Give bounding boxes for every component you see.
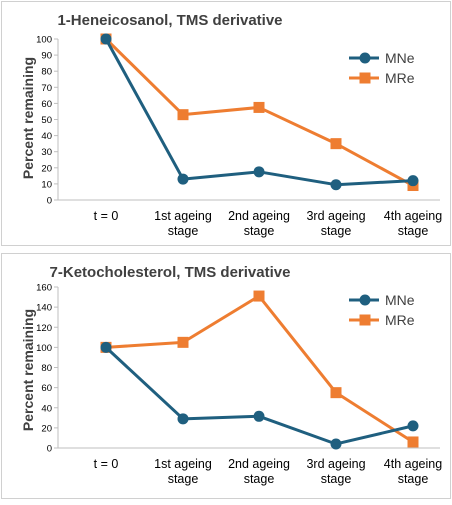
y-tick-label: 160 <box>36 283 52 294</box>
y-tick-label: 140 <box>36 303 52 314</box>
y-axis-label: Percent remaining <box>20 309 36 431</box>
data-point-mne <box>177 413 189 425</box>
data-point-mne <box>407 175 419 187</box>
y-tick-label: 60 <box>41 383 52 394</box>
x-tick-label-line: 3rd ageing <box>306 209 365 223</box>
y-tick-label: 20 <box>41 163 52 174</box>
y-axis-label: Percent remaining <box>20 57 36 179</box>
x-tick-label: 4th ageing stage <box>384 457 442 486</box>
y-tick-label: 90 <box>41 51 52 62</box>
legend-item-mne: MNe <box>349 292 415 308</box>
x-tick-label: 1st ageing stage <box>154 457 212 486</box>
x-tick-label-line: stage <box>168 472 199 486</box>
x-tick-label-line: 1st ageing <box>154 457 212 471</box>
legend-marker <box>359 314 371 326</box>
y-tick-label: 80 <box>41 67 52 78</box>
y-tick-label: 20 <box>41 423 52 434</box>
data-point-mne <box>330 179 342 191</box>
y-tick-label: 60 <box>41 99 52 110</box>
data-point-mne <box>330 438 342 450</box>
data-point-mre <box>407 436 419 448</box>
x-tick-label-line: stage <box>398 472 429 486</box>
chart-title: 7-Ketocholesterol, TMS derivative <box>50 264 291 281</box>
y-tick-label: 10 <box>41 179 52 190</box>
panel-frame-top <box>1 1 451 246</box>
data-point-mne <box>100 341 112 353</box>
x-tick-label-line: stage <box>321 224 352 238</box>
y-tick-label: 100 <box>36 35 52 46</box>
data-point-mre <box>177 109 189 121</box>
chart-7-ketocholesterol: 7-Ketocholesterol, TMS derivative Percen… <box>20 264 442 486</box>
x-tick-label: 2nd ageing stage <box>228 457 290 486</box>
x-tick-label: 4th ageing stage <box>384 209 442 238</box>
x-tick-label-line: t = 0 <box>94 209 119 223</box>
x-tick-label: t = 0 <box>94 457 119 471</box>
legend-item-mne: MNe <box>349 50 415 66</box>
legend-marker <box>359 52 371 64</box>
legend-label: MNe <box>385 50 415 66</box>
data-point-mre <box>330 138 342 150</box>
panel-frame-bottom <box>1 253 451 499</box>
y-tick-label: 50 <box>41 115 52 126</box>
x-tick-label: 1st ageing stage <box>154 209 212 238</box>
x-tick-label-line: stage <box>321 472 352 486</box>
x-tick-label-line: stage <box>398 224 429 238</box>
data-point-mre <box>330 387 342 399</box>
x-tick-label-line: 4th ageing <box>384 209 442 223</box>
x-tick-label: 3rd ageing stage <box>306 209 365 238</box>
x-tick-label-line: 4th ageing <box>384 457 442 471</box>
data-point-mne <box>253 410 265 422</box>
data-point-mre <box>177 336 189 348</box>
x-tick-label: 2nd ageing stage <box>228 209 290 238</box>
legend-item-mre: MRe <box>349 312 415 328</box>
x-tick-label: 3rd ageing stage <box>306 457 365 486</box>
x-tick-label-line: stage <box>168 224 199 238</box>
data-point-mre <box>253 290 265 302</box>
y-tick-label: 0 <box>47 444 52 455</box>
legend-marker <box>359 72 371 84</box>
x-tick-label-line: 2nd ageing <box>228 457 290 471</box>
y-tick-label: 40 <box>41 131 52 142</box>
legend-label: MRe <box>385 70 415 86</box>
data-point-mre <box>253 101 265 113</box>
data-point-mne <box>253 166 265 178</box>
legend-item-mre: MRe <box>349 70 415 86</box>
x-tick-label-line: 3rd ageing <box>306 457 365 471</box>
x-tick-label-line: 2nd ageing <box>228 209 290 223</box>
data-point-mne <box>100 33 112 45</box>
data-point-mne <box>407 420 419 432</box>
y-tick-label: 70 <box>41 83 52 94</box>
y-tick-label: 120 <box>36 323 52 334</box>
legend-label: MNe <box>385 292 415 308</box>
y-tick-label: 0 <box>47 196 52 207</box>
y-tick-label: 80 <box>41 363 52 374</box>
y-tick-label: 100 <box>36 343 52 354</box>
x-tick-label: t = 0 <box>94 209 119 223</box>
x-tick-label-line: t = 0 <box>94 457 119 471</box>
y-tick-label: 40 <box>41 403 52 414</box>
x-tick-label-line: stage <box>244 472 275 486</box>
legend-label: MRe <box>385 312 415 328</box>
data-point-mne <box>177 173 189 185</box>
x-tick-label-line: 1st ageing <box>154 209 212 223</box>
x-tick-label-line: stage <box>244 224 275 238</box>
y-tick-label: 30 <box>41 147 52 158</box>
legend-marker <box>359 294 371 306</box>
chart-1-heneicosanol: 1-Heneicosanol, TMS derivative Percent r… <box>20 12 442 238</box>
chart-title: 1-Heneicosanol, TMS derivative <box>57 12 282 29</box>
